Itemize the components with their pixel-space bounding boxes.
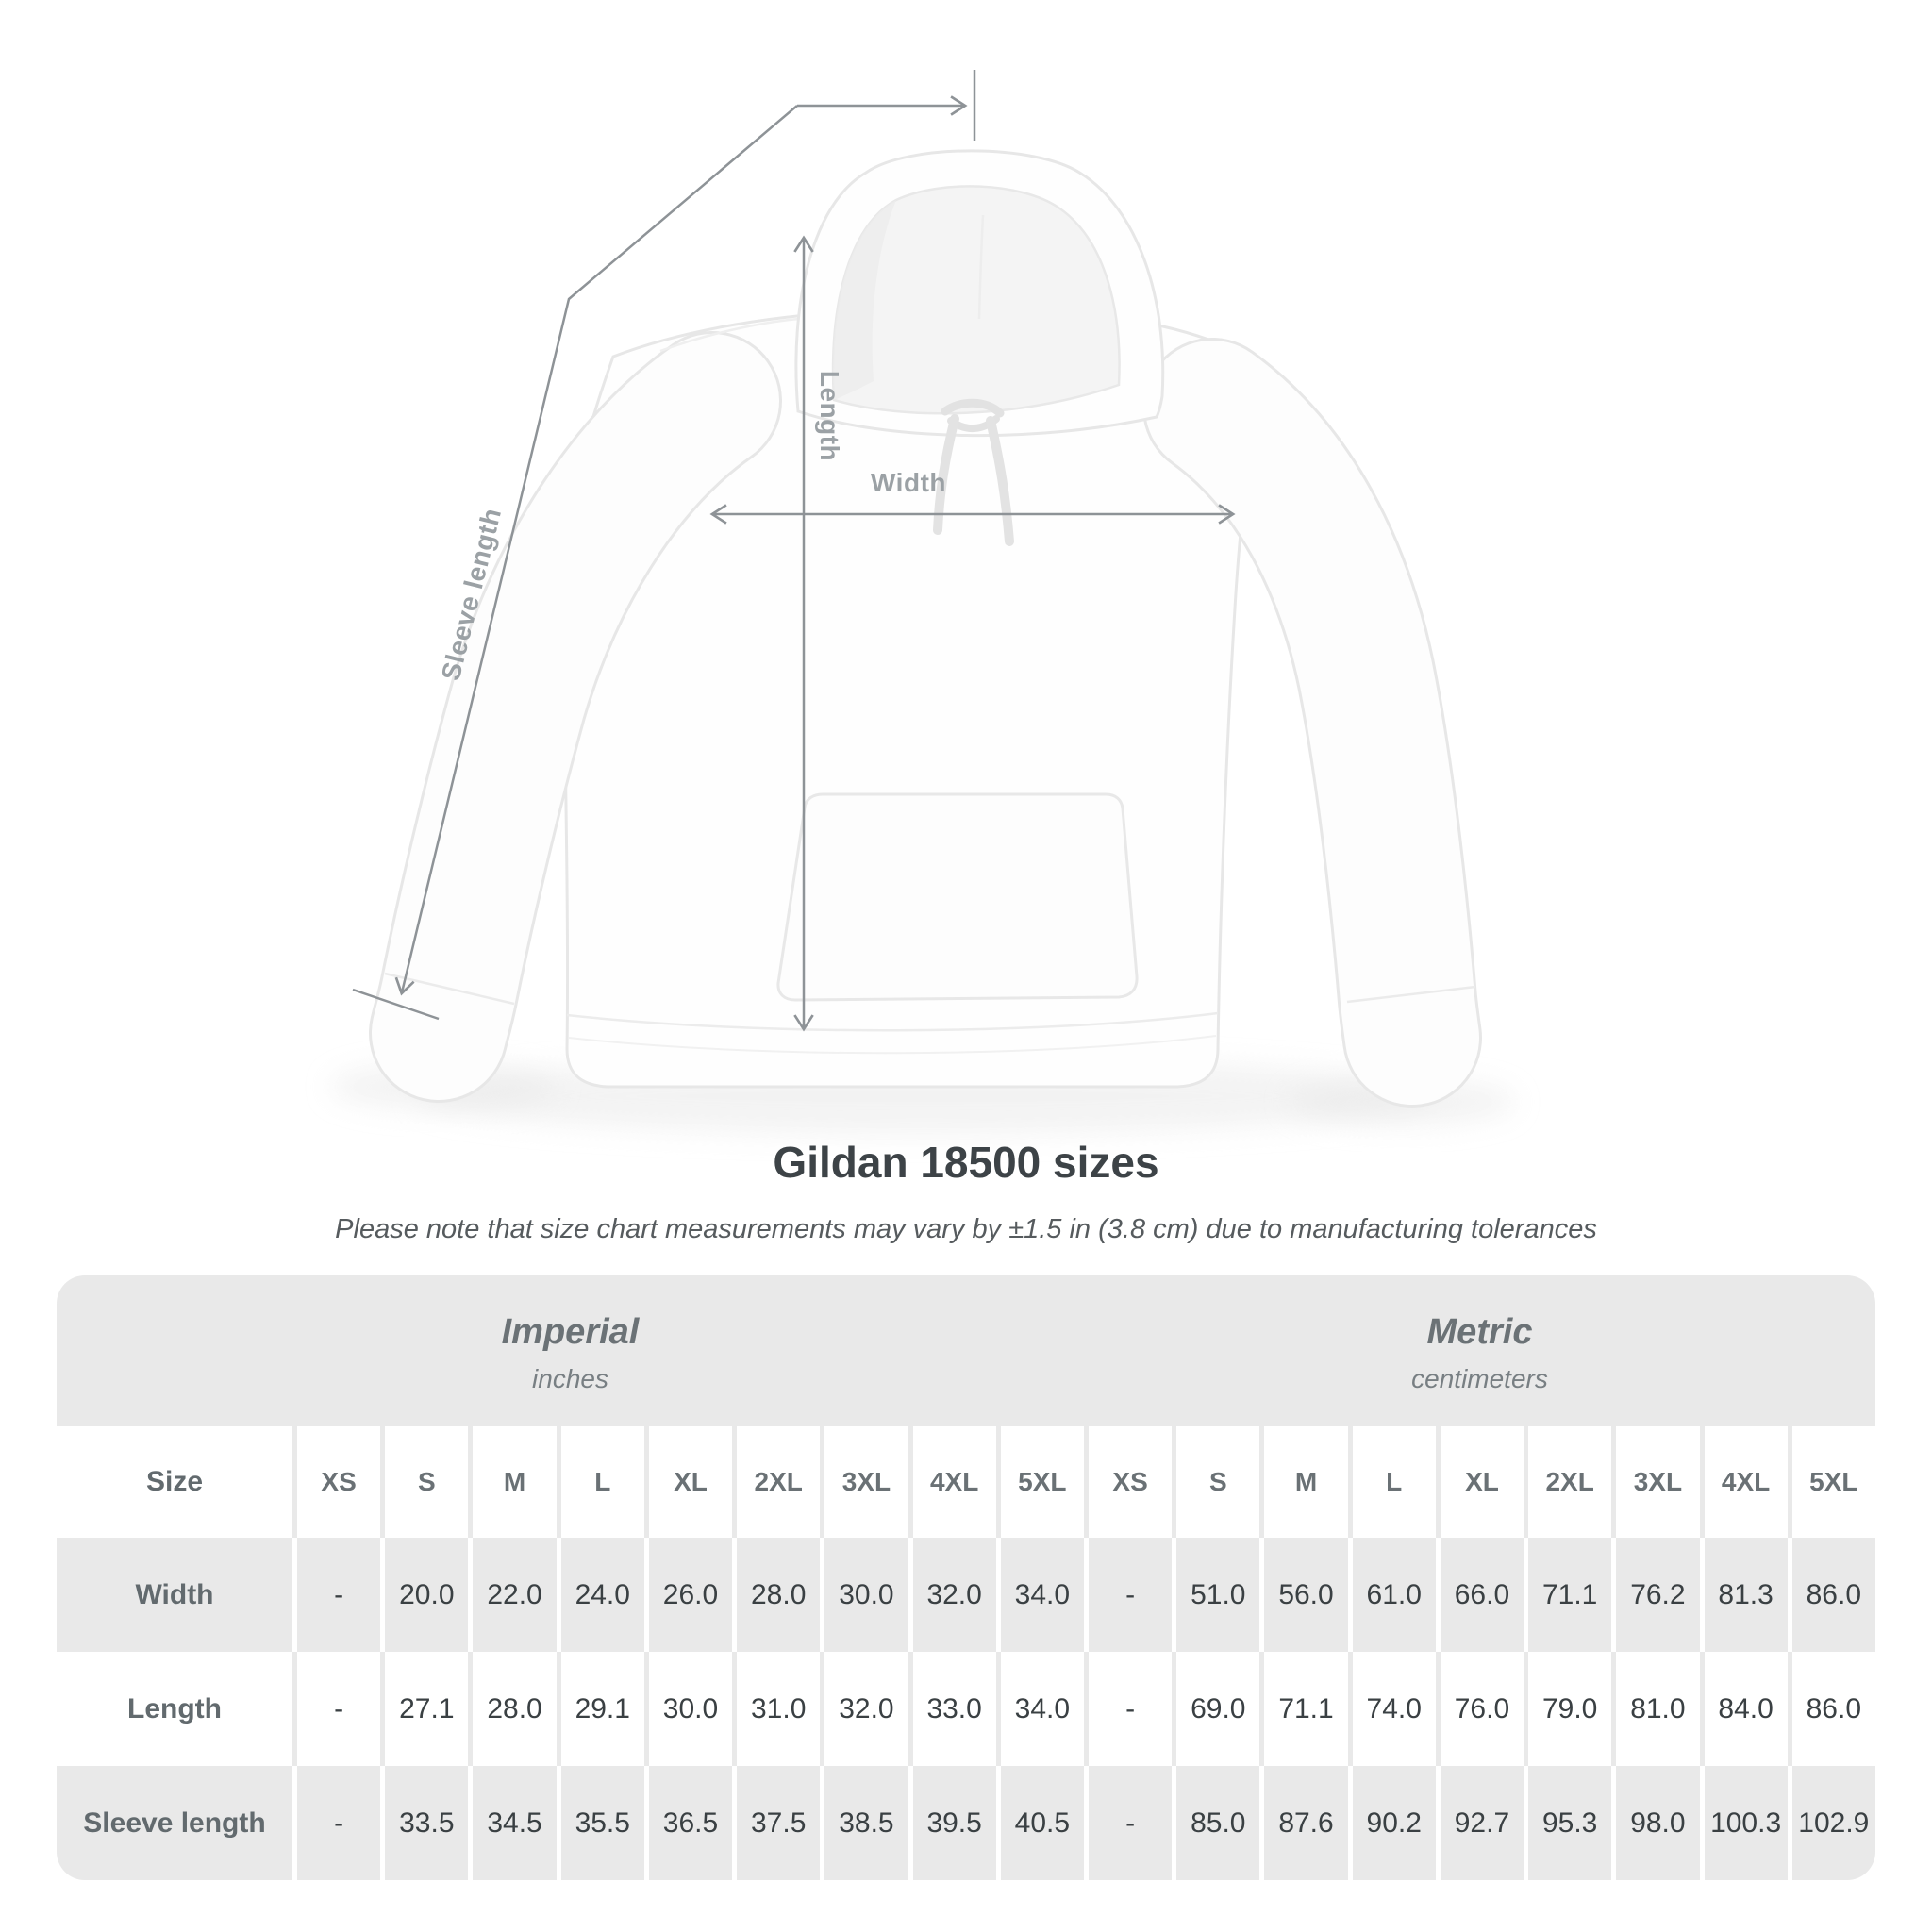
length-label: Length [815, 370, 844, 462]
cell: 66.0 [1435, 1538, 1524, 1652]
cell: 34.0 [995, 1652, 1084, 1766]
cell: 76.2 [1611, 1538, 1699, 1652]
cell: 26.0 [643, 1538, 732, 1652]
imperial-section-unit: inches [532, 1363, 608, 1393]
cell: - [292, 1538, 380, 1652]
cell: 71.1 [1259, 1652, 1347, 1766]
size-col-header: M [468, 1426, 556, 1538]
cell: 33.5 [380, 1766, 468, 1880]
size-header-row: Size XS S M L XL 2XL 3XL 4XL 5XL XS S M … [57, 1426, 1875, 1538]
hoodie-drawstrings [933, 398, 1014, 546]
cell: 100.3 [1699, 1766, 1788, 1880]
size-col-header: 5XL [1787, 1426, 1875, 1538]
cell: 79.0 [1524, 1652, 1611, 1766]
cell: 90.2 [1347, 1766, 1436, 1880]
size-col-header: XL [1435, 1426, 1524, 1538]
hoodie-diagram [330, 70, 1515, 1134]
cell: 69.0 [1172, 1652, 1259, 1766]
row-label: Sleeve length [83, 1807, 266, 1839]
cell: 29.1 [556, 1652, 644, 1766]
hoodie-illustration [369, 149, 1482, 1108]
hoodie-pocket [776, 792, 1139, 1002]
row-label: Length [127, 1692, 222, 1724]
cell: 30.0 [643, 1652, 732, 1766]
cell: 81.3 [1699, 1538, 1788, 1652]
size-col-header: S [380, 1426, 468, 1538]
cell: 56.0 [1259, 1538, 1347, 1652]
cell: 102.9 [1787, 1766, 1875, 1880]
cell: 36.5 [643, 1766, 732, 1880]
cell: 32.0 [820, 1652, 908, 1766]
imperial-section-header: Imperial inches [57, 1275, 1084, 1426]
cell: 84.0 [1699, 1652, 1788, 1766]
cell: 85.0 [1172, 1766, 1259, 1880]
cell: 31.0 [732, 1652, 820, 1766]
width-label: Width [871, 468, 946, 497]
size-col-header: 4XL [908, 1426, 996, 1538]
cell: 95.3 [1524, 1766, 1611, 1880]
cell: 71.1 [1524, 1538, 1611, 1652]
size-col-header: 2XL [1524, 1426, 1611, 1538]
cell: 86.0 [1787, 1538, 1875, 1652]
metric-section-header: Metric centimeters [1084, 1275, 1875, 1426]
cell: 32.0 [908, 1538, 996, 1652]
size-col-header: XS [292, 1426, 380, 1538]
metric-section-name: Metric [1426, 1311, 1533, 1352]
cell: 87.6 [1259, 1766, 1347, 1880]
tolerance-note: Please note that size chart measurements… [335, 1214, 1597, 1244]
cell: 40.5 [995, 1766, 1084, 1880]
size-col-header: XS [1083, 1426, 1172, 1538]
size-col-header: 3XL [820, 1426, 908, 1538]
cell: 35.5 [556, 1766, 644, 1880]
cell: 39.5 [908, 1766, 996, 1880]
cell: - [292, 1766, 380, 1880]
table-row-sleeve-length: Sleeve length - 33.5 34.5 35.5 36.5 37.5… [57, 1766, 1875, 1880]
cell: 51.0 [1172, 1538, 1259, 1652]
unit-band: Imperial inches Metric centimeters [57, 1275, 1875, 1426]
cell: 28.0 [468, 1652, 556, 1766]
size-col-header: 5XL [995, 1426, 1084, 1538]
cell: 27.1 [380, 1652, 468, 1766]
metric-section-unit: centimeters [1411, 1363, 1548, 1393]
table-row-width: Width - 20.0 22.0 24.0 26.0 28.0 30.0 32… [57, 1538, 1875, 1652]
imperial-section-name: Imperial [501, 1311, 640, 1352]
cell: 28.0 [732, 1538, 820, 1652]
sleeve-length-arrow [352, 70, 976, 1021]
cell: 24.0 [556, 1538, 644, 1652]
page-title: Gildan 18500 sizes [773, 1138, 1159, 1187]
cell: 34.0 [995, 1538, 1084, 1652]
cell: 30.0 [820, 1538, 908, 1652]
cell: - [1083, 1538, 1172, 1652]
size-corner-header: Size [145, 1466, 204, 1497]
size-col-header: XL [643, 1426, 732, 1538]
size-table: Imperial inches Metric centimeters Size … [57, 1275, 1875, 1880]
cell: - [292, 1652, 380, 1766]
cell: 33.0 [908, 1652, 996, 1766]
cell: 38.5 [820, 1766, 908, 1880]
table-row-length: Length - 27.1 28.0 29.1 30.0 31.0 32.0 3… [57, 1652, 1875, 1766]
cell: 37.5 [732, 1766, 820, 1880]
size-col-header: 4XL [1699, 1426, 1788, 1538]
cell: 98.0 [1611, 1766, 1699, 1880]
cell: 76.0 [1435, 1652, 1524, 1766]
cell: 86.0 [1787, 1652, 1875, 1766]
cell: 22.0 [468, 1538, 556, 1652]
cell: 92.7 [1435, 1766, 1524, 1880]
size-col-header: 2XL [732, 1426, 820, 1538]
cell: 61.0 [1347, 1538, 1436, 1652]
cell: 74.0 [1347, 1652, 1436, 1766]
size-col-header: L [556, 1426, 644, 1538]
size-col-header: L [1347, 1426, 1436, 1538]
cell: 20.0 [380, 1538, 468, 1652]
cell: 34.5 [468, 1766, 556, 1880]
cell: 81.0 [1611, 1652, 1699, 1766]
size-col-header: M [1259, 1426, 1347, 1538]
row-label: Width [135, 1578, 214, 1610]
cell: - [1083, 1766, 1172, 1880]
size-col-header: S [1172, 1426, 1259, 1538]
size-col-header: 3XL [1611, 1426, 1699, 1538]
cell: - [1083, 1652, 1172, 1766]
